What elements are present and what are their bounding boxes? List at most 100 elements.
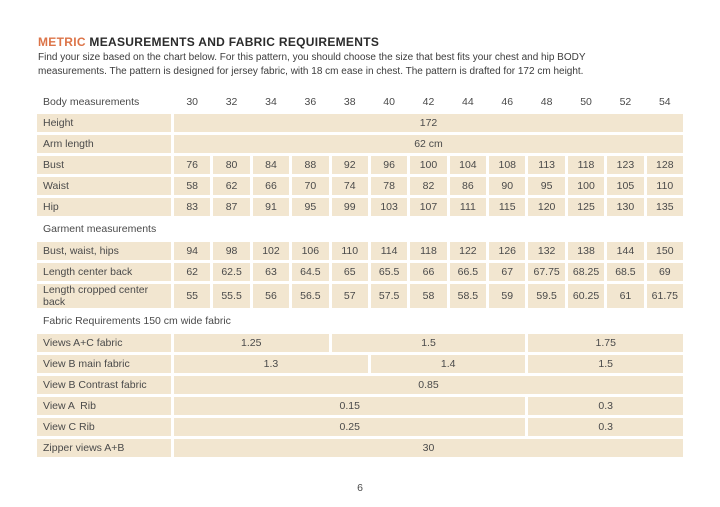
value-cell: 61 <box>607 284 644 308</box>
page-title-rest: MEASUREMENTS AND FABRIC REQUIREMENTS <box>85 35 380 49</box>
value-cell: 115 <box>489 198 526 216</box>
value-cell: 114 <box>370 242 408 260</box>
page-title: METRIC MEASUREMENTS AND FABRIC REQUIREME… <box>38 35 379 49</box>
value-cell: 62 <box>174 263 211 281</box>
measurements-table: Body measurements 30 32 34 36 38 40 42 44 46 48 50 5… <box>37 93 683 457</box>
size-header-cell: 44 <box>449 93 487 111</box>
value-cell: 96 <box>370 156 408 174</box>
value-cell: 57 <box>331 284 368 308</box>
value-cell: 102 <box>252 242 290 260</box>
value-cell: 113 <box>528 156 565 174</box>
value-cell: 110 <box>646 177 683 195</box>
value-cell: 78 <box>370 177 408 195</box>
page-title-accent: METRIC <box>38 35 86 49</box>
value-cell: 68.5 <box>607 263 644 281</box>
value-cell: 59.5 <box>528 284 565 308</box>
size-header-cell: 34 <box>252 93 290 111</box>
row-label: Bust, waist, hips <box>37 242 171 260</box>
value-cell: 100 <box>410 156 447 174</box>
value-cell: 60.25 <box>567 284 605 308</box>
value-cell: 118 <box>410 242 447 260</box>
row-label: View B main fabric <box>37 355 171 373</box>
value-cell: 1.5 <box>331 334 526 352</box>
value-cell: 62 cm <box>174 135 683 153</box>
value-cell: 98 <box>213 242 250 260</box>
value-cell: 94 <box>174 242 211 260</box>
value-cell: 82 <box>410 177 447 195</box>
value-cell: 1.4 <box>370 355 526 373</box>
value-cell: 150 <box>646 242 683 260</box>
value-cell: 126 <box>489 242 526 260</box>
row-label: Waist <box>37 177 171 195</box>
value-cell: 106 <box>292 242 329 260</box>
row-label: Height <box>37 114 171 132</box>
value-cell: 55 <box>174 284 211 308</box>
value-cell: 1.3 <box>174 355 368 373</box>
value-cell: 1.5 <box>528 355 683 373</box>
value-cell: 104 <box>449 156 487 174</box>
size-header-cell: 38 <box>331 93 368 111</box>
value-cell: 105 <box>607 177 644 195</box>
row-label: Length cropped center back <box>37 284 171 308</box>
value-cell: 0.85 <box>174 376 683 394</box>
value-cell: 56 <box>252 284 290 308</box>
row-label: View C Rib <box>37 418 171 436</box>
value-cell: 55.5 <box>213 284 250 308</box>
value-cell: 76 <box>174 156 211 174</box>
value-cell: 0.25 <box>174 418 526 436</box>
value-cell: 66 <box>252 177 290 195</box>
size-header-cell: 54 <box>646 93 683 111</box>
value-cell: 95 <box>292 198 329 216</box>
value-cell: 69 <box>646 263 683 281</box>
value-cell: 135 <box>646 198 683 216</box>
row-label: Bust <box>37 156 171 174</box>
value-cell: 123 <box>607 156 644 174</box>
size-header-cell: 30 <box>174 93 211 111</box>
value-cell: 58 <box>410 284 447 308</box>
size-header-cell: 40 <box>370 93 408 111</box>
value-cell: 108 <box>489 156 526 174</box>
value-cell: 122 <box>449 242 487 260</box>
value-cell: 63 <box>252 263 290 281</box>
size-header-cell: 36 <box>292 93 329 111</box>
value-cell: 30 <box>174 439 683 457</box>
value-cell: 83 <box>174 198 211 216</box>
value-cell: 1.25 <box>174 334 329 352</box>
value-cell: 118 <box>567 156 605 174</box>
row-label: Zipper views A+B <box>37 439 171 457</box>
value-cell: 65 <box>331 263 368 281</box>
value-cell: 65.5 <box>370 263 408 281</box>
row-label: View B Contrast fabric <box>37 376 171 394</box>
value-cell: 128 <box>646 156 683 174</box>
value-cell: 100 <box>567 177 605 195</box>
value-cell: 90 <box>489 177 526 195</box>
value-cell: 125 <box>567 198 605 216</box>
value-cell: 80 <box>213 156 250 174</box>
value-cell: 92 <box>331 156 368 174</box>
value-cell: 88 <box>292 156 329 174</box>
value-cell: 56.5 <box>292 284 329 308</box>
size-header-cell: 52 <box>607 93 644 111</box>
row-label: View A Rib <box>37 397 171 415</box>
value-cell: 70 <box>292 177 329 195</box>
size-header-cell: 32 <box>213 93 250 111</box>
value-cell: 0.3 <box>528 418 683 436</box>
value-cell: 110 <box>331 242 368 260</box>
value-cell: 68.25 <box>567 263 605 281</box>
value-cell: 95 <box>528 177 565 195</box>
value-cell: 62 <box>213 177 250 195</box>
value-cell: 66 <box>410 263 447 281</box>
row-label: Length center back <box>37 263 171 281</box>
page-number: 6 <box>357 482 363 494</box>
value-cell: 58.5 <box>449 284 487 308</box>
value-cell: 64.5 <box>292 263 329 281</box>
size-header-cell: 50 <box>567 93 605 111</box>
value-cell: 144 <box>607 242 644 260</box>
value-cell: 58 <box>174 177 211 195</box>
value-cell: 1.75 <box>528 334 683 352</box>
value-cell: 91 <box>252 198 290 216</box>
value-cell: 67.75 <box>528 263 565 281</box>
row-label: Arm length <box>37 135 171 153</box>
size-header-cell: 46 <box>489 93 526 111</box>
value-cell: 130 <box>607 198 644 216</box>
